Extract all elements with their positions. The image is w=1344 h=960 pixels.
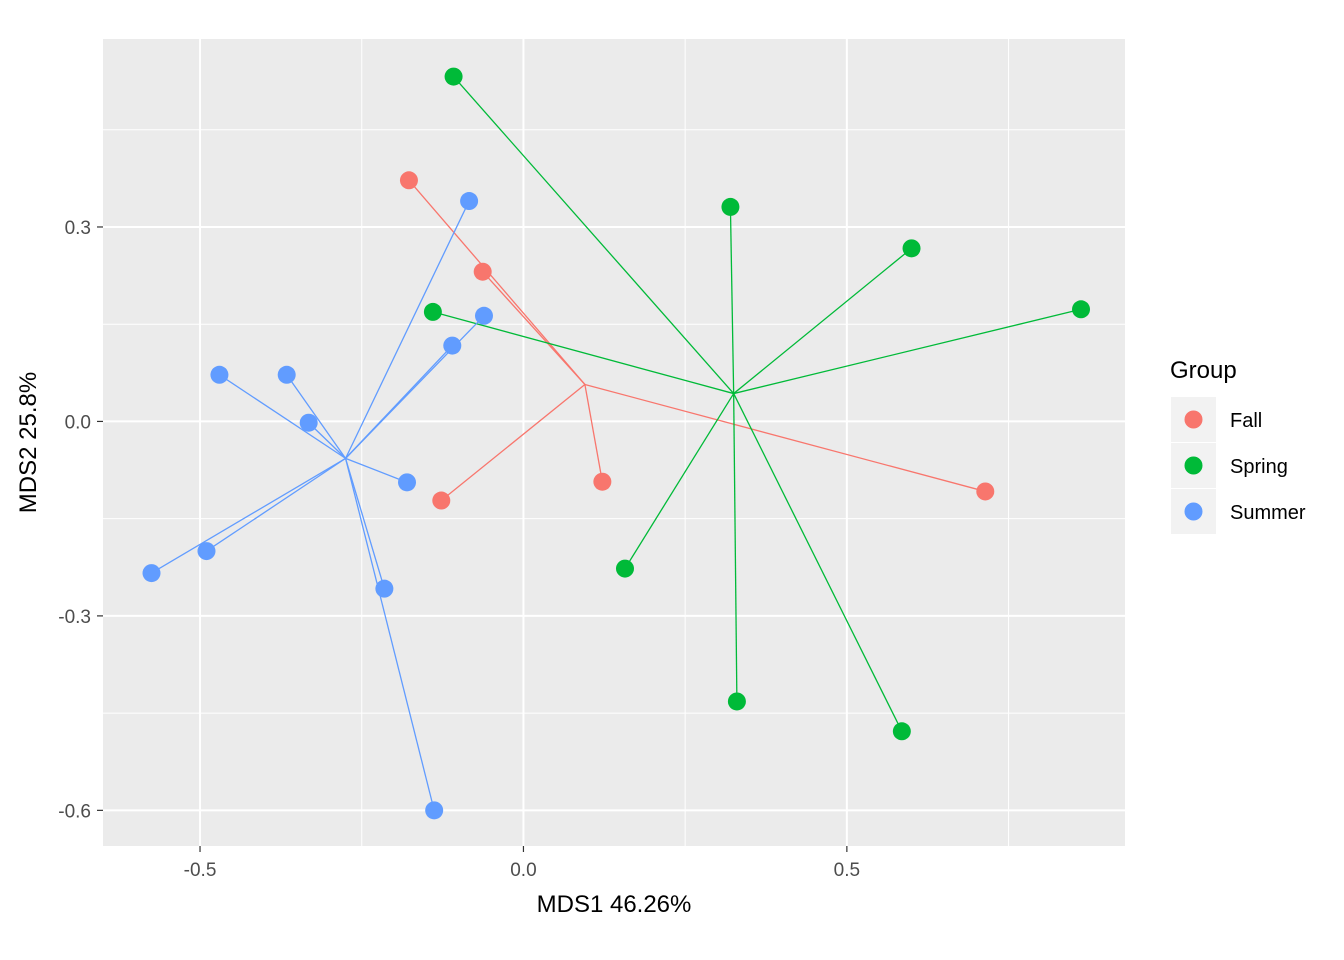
- point-fall: [432, 491, 451, 510]
- x-tick-label: 0.5: [834, 860, 860, 881]
- spoke-summer: [219, 374, 346, 459]
- point-summer: [197, 542, 216, 561]
- legend-title: Group: [1170, 357, 1237, 384]
- point-fall: [593, 472, 612, 491]
- x-axis-ticks: -0.5 0.0 0.5: [184, 846, 860, 881]
- spoke-spring: [733, 247, 912, 395]
- x-tick-label: -0.5: [184, 860, 217, 881]
- point-spring: [727, 692, 746, 711]
- spoke-fall: [482, 271, 586, 385]
- point-fall: [399, 171, 418, 190]
- point-spring: [721, 197, 740, 216]
- x-tick-label: 0.0: [510, 860, 536, 881]
- spoke-spring: [733, 393, 738, 702]
- point-summer: [425, 801, 444, 820]
- point-spring: [423, 302, 442, 321]
- spoke-fall: [408, 179, 586, 385]
- centroid-spokes: [151, 76, 1082, 811]
- spoke-spring: [624, 393, 735, 569]
- y-tick-label: 0.3: [65, 218, 91, 239]
- spoke-summer: [286, 374, 347, 459]
- point-fall: [976, 482, 995, 501]
- point-spring: [902, 239, 921, 258]
- spoke-summer: [345, 457, 408, 483]
- legend: Group Fall Spring Summer: [1170, 357, 1306, 534]
- legend-key-summer: [1184, 502, 1203, 521]
- major-gridlines: [103, 39, 1125, 846]
- legend-key-fall: [1184, 410, 1203, 429]
- spoke-summer: [344, 458, 385, 589]
- point-summer: [398, 473, 417, 492]
- point-summer: [210, 365, 229, 384]
- spoke-fall: [440, 383, 586, 502]
- point-spring: [892, 722, 911, 741]
- y-axis-ticks: -0.6 -0.3 0.0 0.3: [58, 218, 103, 822]
- spoke-spring: [733, 393, 903, 732]
- spoke-spring: [432, 311, 734, 395]
- y-tick-label: -0.6: [58, 801, 91, 822]
- legend-label-fall: Fall: [1230, 410, 1262, 432]
- spoke-spring: [453, 76, 735, 394]
- spoke-spring: [729, 206, 735, 394]
- point-spring: [615, 559, 634, 578]
- data-points: [142, 67, 1091, 820]
- spoke-spring: [733, 308, 1082, 395]
- point-summer: [474, 306, 493, 325]
- point-summer: [443, 336, 462, 355]
- legend-key-spring: [1184, 456, 1203, 475]
- legend-label-spring: Spring: [1230, 456, 1288, 478]
- point-spring: [1072, 300, 1091, 319]
- minor-gridlines: [103, 39, 1125, 846]
- plot-panel: [103, 39, 1125, 846]
- spoke-fall: [584, 383, 986, 493]
- spoke-summer: [345, 345, 453, 459]
- point-summer: [277, 365, 296, 384]
- point-fall: [473, 262, 492, 281]
- spoke-summer: [344, 458, 435, 811]
- x-axis-title: MDS1 46.26%: [537, 891, 692, 918]
- spoke-summer: [206, 457, 346, 552]
- spoke-fall: [584, 384, 603, 482]
- y-tick-label: -0.3: [58, 607, 91, 628]
- point-summer: [375, 579, 394, 598]
- point-summer: [460, 192, 479, 211]
- spoke-summer: [151, 457, 346, 574]
- point-summer: [299, 413, 318, 432]
- y-axis-title: MDS2 25.8%: [15, 372, 42, 513]
- point-spring: [444, 67, 463, 86]
- point-summer: [142, 564, 161, 583]
- spoke-summer: [344, 200, 470, 459]
- y-tick-label: 0.0: [65, 412, 91, 433]
- legend-label-summer: Summer: [1230, 502, 1306, 524]
